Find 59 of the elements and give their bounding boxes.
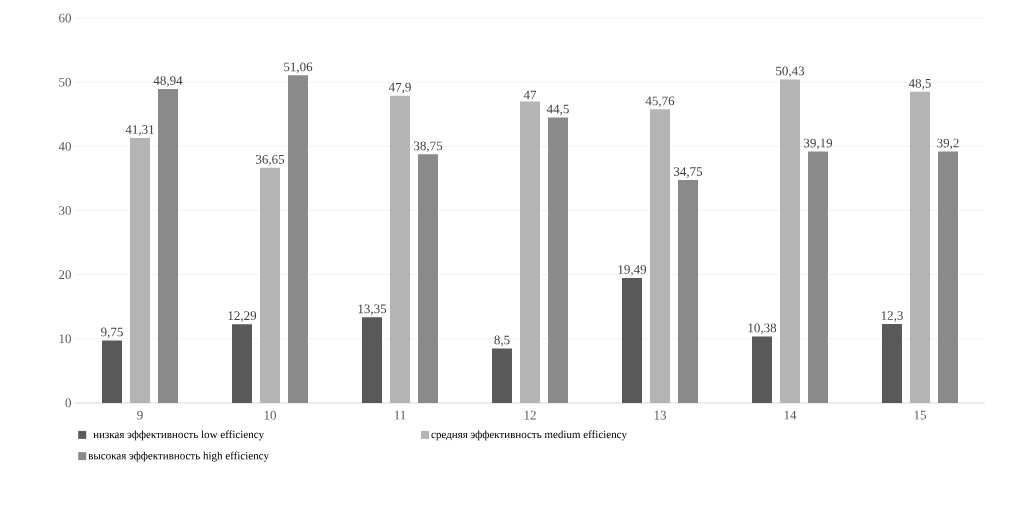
data-label: 9,75 (101, 327, 123, 339)
bar (910, 91, 930, 403)
bar (678, 180, 698, 403)
bar (288, 75, 309, 403)
bar (938, 151, 958, 403)
y-tick-label: 60 (59, 13, 71, 23)
y-tick-label: 30 (59, 206, 71, 215)
bar (362, 317, 382, 403)
y-tick-label: 40 (58, 141, 71, 151)
bar (881, 324, 902, 403)
data-label: 12,3 (881, 311, 903, 322)
bar (232, 324, 253, 403)
x-tick-label: 11 (394, 410, 406, 420)
bar (260, 167, 281, 403)
y-tick-label: 10 (59, 334, 71, 344)
legend-label: средняя эффективность medium efficiency (431, 430, 627, 441)
x-tick-label: 12 (524, 410, 536, 420)
data-label: 41,31 (125, 125, 154, 136)
data-label: 34,75 (674, 167, 703, 178)
x-tick-label: 10 (264, 410, 277, 420)
data-label: 36,65 (256, 155, 285, 166)
data-label: 48,5 (908, 78, 931, 90)
data-label: 47,9 (388, 82, 411, 94)
bar (808, 151, 828, 403)
bar (752, 336, 772, 403)
legend-label: высокая эффективность high efficiency (88, 451, 270, 462)
data-label: 8,5 (494, 335, 510, 347)
x-tick-label: 9 (137, 410, 143, 420)
bar (650, 109, 670, 403)
y-tick-label: 20 (59, 270, 71, 280)
bar (492, 348, 512, 403)
data-label: 12,29 (228, 311, 257, 322)
data-label: 39,19 (804, 138, 833, 150)
bar (130, 137, 151, 403)
bar (520, 101, 540, 403)
bar (158, 88, 179, 403)
data-label: 38,75 (414, 141, 443, 153)
y-tick-label: 50 (59, 77, 71, 87)
legend-label: низкая эффективность low efficiency (93, 430, 265, 441)
data-label: 44,5 (546, 104, 569, 116)
bar (102, 340, 123, 403)
data-label: 50,43 (776, 66, 805, 78)
bar (622, 277, 642, 403)
data-label: 19,49 (618, 265, 647, 276)
data-label: 47 (523, 90, 537, 100)
x-tick-label: 14 (784, 410, 797, 420)
bar (780, 79, 800, 403)
bar (418, 154, 439, 403)
data-label: 39,2 (937, 138, 959, 150)
data-label: 51,06 (284, 62, 313, 74)
data-label: 13,35 (358, 304, 387, 316)
data-label: 48,94 (153, 76, 183, 87)
data-label: 10,38 (748, 323, 777, 335)
x-tick-label: 15 (914, 410, 926, 420)
y-tick-label: 0 (65, 398, 71, 408)
data-label: 45,76 (645, 96, 675, 108)
bar (390, 95, 410, 403)
x-tick-label: 13 (654, 410, 666, 420)
bar (548, 117, 568, 403)
